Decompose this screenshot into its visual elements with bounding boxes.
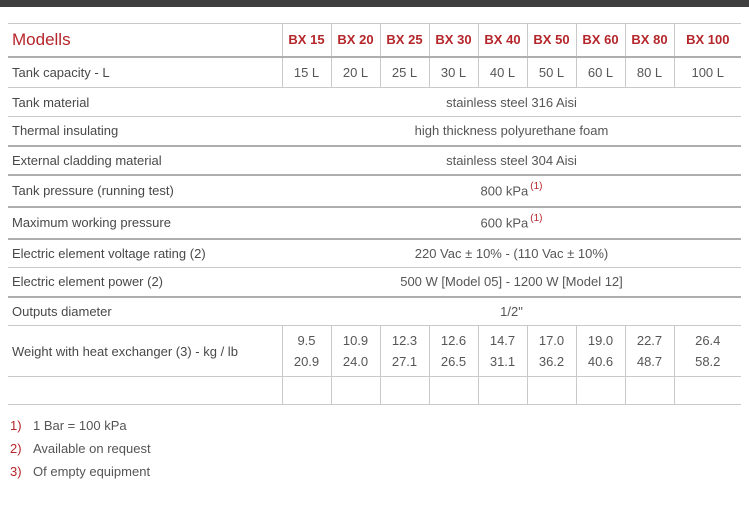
merged-value: 500 W [Model 05] - 1200 W [Model 12] [282,267,741,298]
footnote-text: 1 Bar = 100 kPa [33,418,127,433]
row-tank-pressure: Tank pressure (running test) 800 kPa (1) [8,174,741,208]
capacity-value: 40 L [477,56,527,88]
model-header-bx50: BX 50 [526,23,576,58]
row-external-cladding: External cladding material stainless ste… [8,145,741,176]
row-element-power: Electric element power (2) 500 W [Model … [8,267,741,298]
weight-value: 19.0 40.6 [575,325,625,377]
row-label: Tank capacity - L [8,56,282,88]
capacity-value: 80 L [624,56,674,88]
capacity-value: 60 L [575,56,625,88]
merged-value: stainless steel 316 Aisi [282,87,741,117]
row-label: Tank material [8,87,282,117]
footnote-ref-1: (1) [530,181,543,193]
footnote-2: 2) Available on request [10,437,749,460]
footnote-marker: 2) [10,441,22,456]
merged-value: 1/2" [282,296,741,326]
model-header-bx25: BX 25 [379,23,429,58]
merged-value: high thickness polyurethane foam [282,116,741,147]
model-header-bx80: BX 80 [624,23,674,58]
row-outputs-diameter: Outputs diameter 1/2" [8,296,741,326]
merged-value: 800 kPa (1) [282,174,741,208]
row-label: Weight with heat exchanger (3) - kg / lb [8,325,282,377]
row-label: Electric element power (2) [8,267,282,298]
capacity-value: 30 L [428,56,478,88]
footnote-marker: 3) [10,464,22,479]
footnote-marker: 1) [10,418,22,433]
row-label: Maximum working pressure [8,206,282,240]
footnote-3: 3) Of empty equipment [10,460,749,483]
model-header-bx40: BX 40 [477,23,527,58]
model-header-bx20: BX 20 [330,23,380,58]
capacity-value: 15 L [281,56,331,88]
capacity-value: 25 L [379,56,429,88]
row-tank-material: Tank material stainless steel 316 Aisi [8,87,741,117]
row-empty [8,376,741,405]
model-header-bx15: BX 15 [281,23,331,58]
row-label: Thermal insulating [8,116,282,147]
table-title: Modells [8,23,282,58]
weight-value: 10.9 24.0 [330,325,380,377]
model-header-bx60: BX 60 [575,23,625,58]
pressure-value: 800 kPa [480,183,529,199]
footnote-1: 1) 1 Bar = 100 kPa [10,414,749,437]
capacity-value: 50 L [526,56,576,88]
window-top-bar [0,0,749,7]
weight-value: 22.7 48.7 [624,325,674,377]
footnote-text: Of empty equipment [33,464,151,479]
weight-value: 12.6 26.5 [428,325,478,377]
row-label: Electric element voltage rating (2) [8,238,282,268]
weight-value: 9.5 20.9 [281,325,331,377]
footnote-text: Available on request [33,441,151,456]
capacity-value: 100 L [673,56,741,88]
row-label: External cladding material [8,145,282,176]
weight-value: 17.0 36.2 [526,325,576,377]
row-max-working-pressure: Maximum working pressure 600 kPa (1) [8,206,741,240]
row-tank-capacity: Tank capacity - L 15 L 20 L 25 L 30 L 40… [8,56,741,88]
model-header-bx30: BX 30 [428,23,478,58]
merged-value: 220 Vac ± 10% - (110 Vac ± 10%) [282,238,741,268]
row-label: Tank pressure (running test) [8,174,282,208]
footnotes: 1) 1 Bar = 100 kPa 2) Available on reque… [10,414,749,483]
spec-table: Modells BX 15 BX 20 BX 25 BX 30 BX 40 BX… [8,23,741,405]
pressure-value: 600 kPa [480,215,529,231]
row-voltage-rating: Electric element voltage rating (2) 220 … [8,238,741,268]
capacity-value: 20 L [330,56,380,88]
row-thermal-insulating: Thermal insulating high thickness polyur… [8,116,741,147]
merged-value: 600 kPa (1) [282,206,741,240]
table-header-row: Modells BX 15 BX 20 BX 25 BX 30 BX 40 BX… [8,23,741,58]
footnote-ref-1: (1) [530,213,543,225]
row-label: Outputs diameter [8,296,282,326]
weight-value: 26.4 58.2 [673,325,741,377]
weight-value: 14.7 31.1 [477,325,527,377]
row-weight: Weight with heat exchanger (3) - kg / lb… [8,325,741,377]
model-header-bx100: BX 100 [673,23,741,58]
weight-value: 12.3 27.1 [379,325,429,377]
merged-value: stainless steel 304 Aisi [282,145,741,176]
